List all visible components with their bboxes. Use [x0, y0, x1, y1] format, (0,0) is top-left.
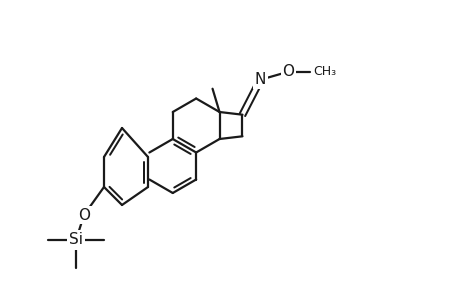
Text: O: O [78, 208, 90, 223]
Text: Si: Si [69, 232, 83, 247]
Text: N: N [254, 72, 266, 87]
Text: CH₃: CH₃ [313, 65, 336, 78]
Text: O: O [282, 64, 294, 79]
